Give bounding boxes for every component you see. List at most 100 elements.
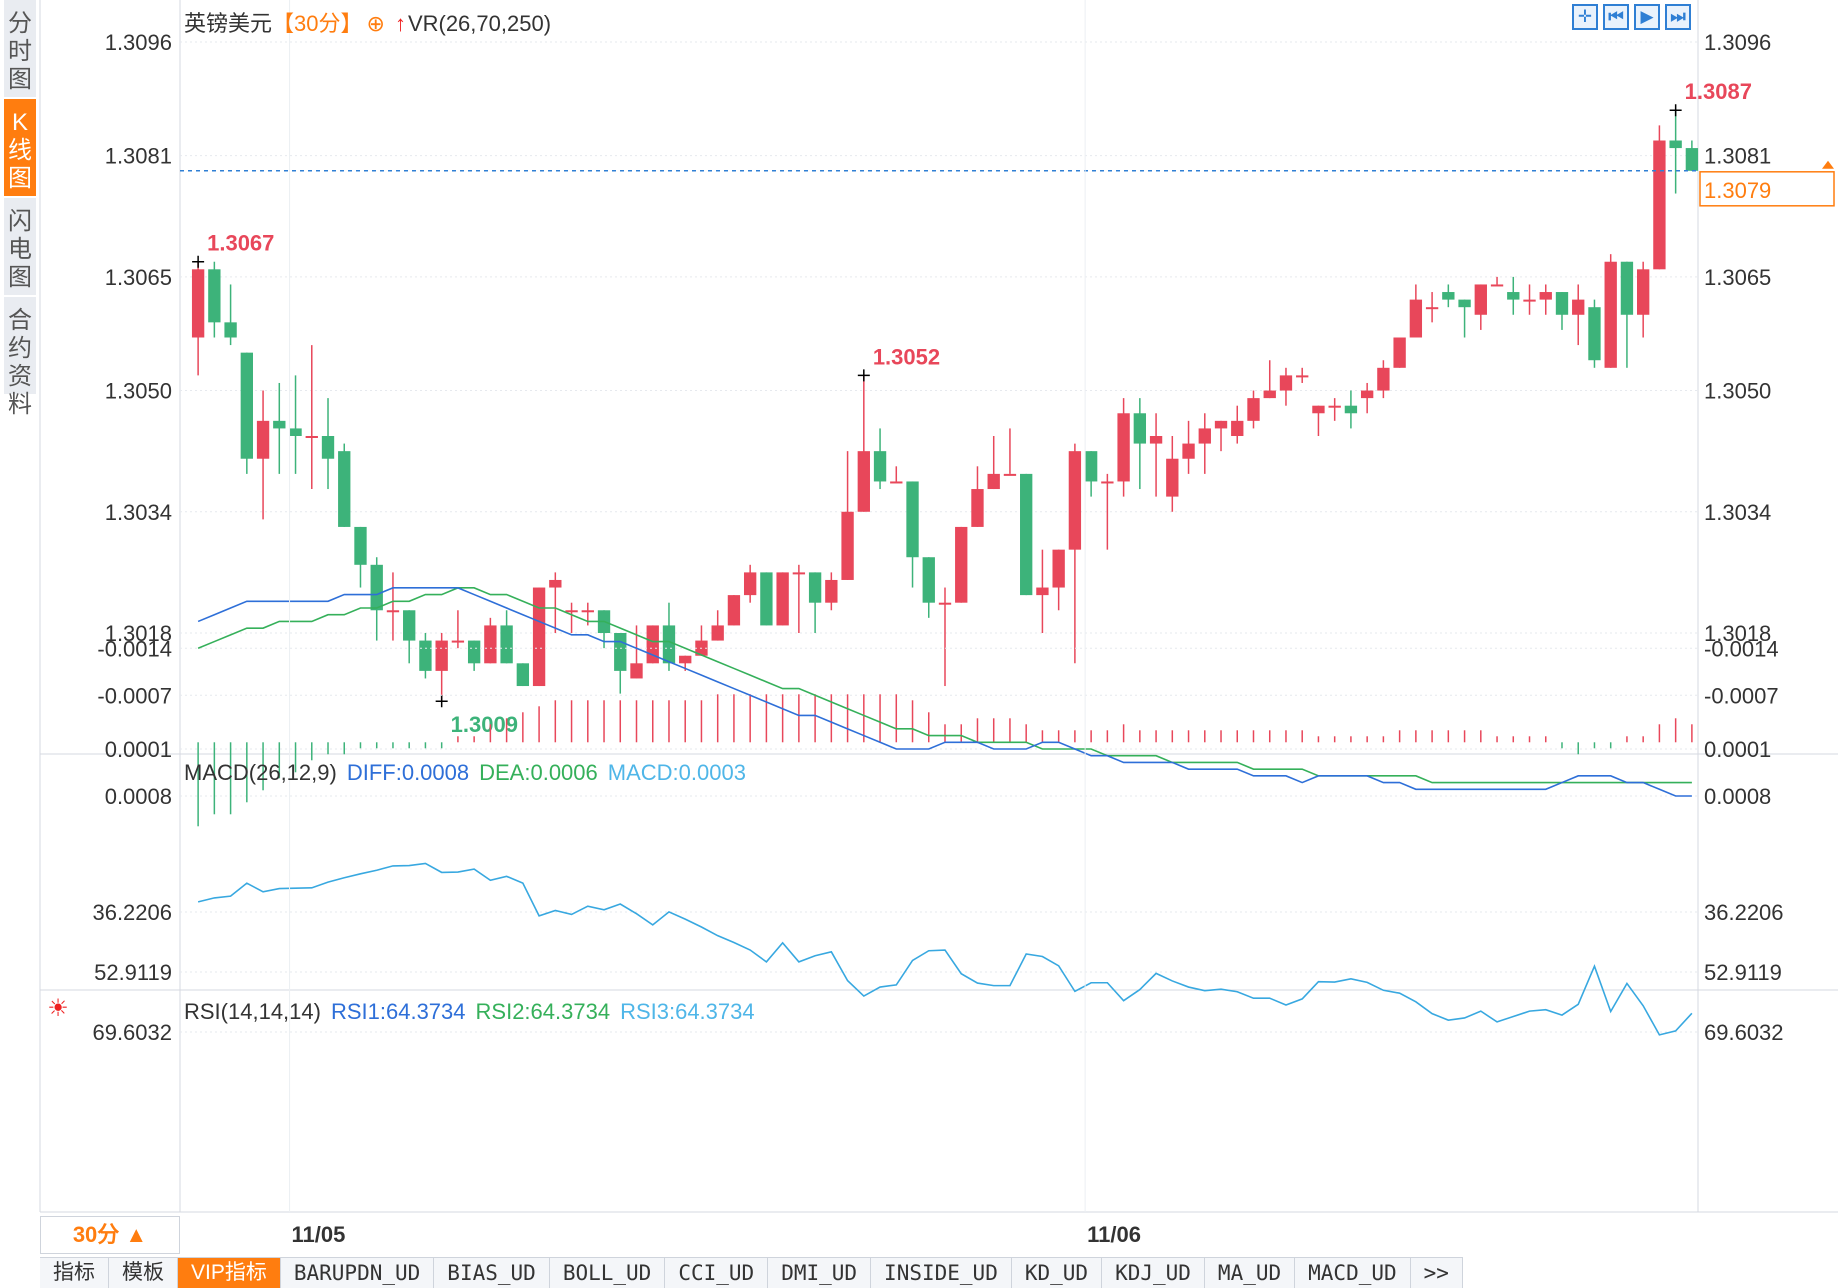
candle-body xyxy=(192,269,204,337)
candle-body xyxy=(403,610,415,640)
rsi3-label: RSI3:64.3734 xyxy=(620,999,755,1024)
candle-body xyxy=(452,641,464,643)
candle-body xyxy=(728,595,740,625)
candle-body xyxy=(1572,300,1584,315)
add-indicator-icon[interactable]: ⊕ xyxy=(367,11,385,36)
candle-body xyxy=(419,641,431,671)
candle-body xyxy=(1134,413,1146,443)
indicator-tab-dmi-ud[interactable]: DMI_UD xyxy=(768,1258,871,1288)
candle-body xyxy=(841,512,853,580)
indicator-tab-barupdn-ud[interactable]: BARUPDN_UD xyxy=(281,1258,434,1288)
macd-diff-label: DIFF:0.0008 xyxy=(347,760,469,785)
rsi-axis-label-right: 52.9119 xyxy=(1704,960,1782,985)
period-selector[interactable]: 30分 ▲ xyxy=(40,1216,180,1254)
macd-axis-label-right: 0.0001 xyxy=(1704,737,1771,762)
candle-body xyxy=(533,588,545,687)
candle-body xyxy=(906,481,918,557)
extreme-marker xyxy=(436,695,448,707)
indicator-tab-ma-ud[interactable]: MA_UD xyxy=(1205,1258,1295,1288)
candle-body xyxy=(1393,338,1405,368)
candle-body xyxy=(1377,368,1389,391)
candle-body xyxy=(273,421,285,429)
candle-body xyxy=(1329,406,1341,408)
indicator-tab--[interactable]: >> xyxy=(1411,1258,1463,1288)
candle-body xyxy=(1101,481,1113,483)
candle-body xyxy=(1150,436,1162,444)
arrow-up-icon: ↑ xyxy=(395,11,406,36)
candle-body xyxy=(1605,262,1617,368)
macd-dea-label: DEA:0.0006 xyxy=(479,760,598,785)
candle-body xyxy=(1199,428,1211,443)
candle-body xyxy=(793,572,805,574)
crosshair-icon[interactable]: ✛ xyxy=(1572,4,1598,30)
indicator-tab-vip-[interactable]: VIP指标 xyxy=(178,1258,281,1288)
rsi-axis-label-left: 52.9119 xyxy=(94,960,172,985)
candle-body xyxy=(387,610,399,612)
extreme-marker xyxy=(858,369,870,381)
candle-body xyxy=(468,641,480,664)
indicator-tab-bias-ud[interactable]: BIAS_UD xyxy=(434,1258,550,1288)
candle-body xyxy=(1556,292,1568,315)
candle-body xyxy=(1669,141,1681,149)
macd-legend: MACD(26,12,9) DIFF:0.0008 DEA:0.0006 MACD:0… xyxy=(184,760,756,786)
candle-body xyxy=(322,436,334,459)
price-axis-label-left: 1.3034 xyxy=(105,500,172,525)
indicator-tab-cci-ud[interactable]: CCI_UD xyxy=(665,1258,768,1288)
current-price-arrow-icon xyxy=(1822,161,1834,169)
candle-body xyxy=(1004,474,1016,476)
candle-body xyxy=(1442,292,1454,300)
rsi1-label: RSI1:64.3734 xyxy=(331,999,466,1024)
macd-axis-label-left: 0.0001 xyxy=(105,737,172,762)
candle-body xyxy=(1426,307,1438,309)
candle-body xyxy=(1491,284,1503,286)
symbol-name: 英镑美元 xyxy=(184,11,272,36)
candle-body xyxy=(224,322,236,337)
candle-body xyxy=(306,436,318,438)
candle-body xyxy=(663,625,675,663)
candle-body xyxy=(630,663,642,678)
candle-body xyxy=(354,527,366,565)
candle-body xyxy=(1458,300,1470,308)
candle-body xyxy=(744,572,756,595)
candle-body xyxy=(565,610,577,612)
price-axis-label-right: 1.3034 xyxy=(1704,500,1771,525)
indicator-tab-kd-ud[interactable]: KD_UD xyxy=(1012,1258,1102,1288)
price-axis-label-left: 1.3096 xyxy=(105,30,172,55)
candle-body xyxy=(809,572,821,602)
candle-body xyxy=(1296,375,1308,377)
candle-body xyxy=(1637,269,1649,314)
candle-body xyxy=(1312,406,1324,414)
candle-body xyxy=(874,451,886,481)
step-forward-icon[interactable]: ⏭ xyxy=(1665,4,1691,30)
time-axis-label: 11/06 xyxy=(1087,1222,1141,1247)
time-axis-label: 11/05 xyxy=(292,1222,346,1247)
play-icon[interactable]: ▶ xyxy=(1634,4,1660,30)
period-tag: 【30分】 xyxy=(272,11,362,36)
indicator-tab-inside-ud[interactable]: INSIDE_UD xyxy=(871,1258,1012,1288)
candle-body xyxy=(1523,300,1535,302)
indicator-tab-boll-ud[interactable]: BOLL_UD xyxy=(550,1258,666,1288)
price-legend: 英镑美元【30分】 ⊕ ↑VR(26,70,250) xyxy=(184,6,561,38)
candle-body xyxy=(1182,444,1194,459)
macd-axis-label-left: -0.0007 xyxy=(97,683,172,708)
candle-body xyxy=(679,656,691,664)
price-axis-label-left: 1.3050 xyxy=(105,379,172,404)
candle-body xyxy=(1117,413,1129,481)
indicator-tab--[interactable]: 模板 xyxy=(109,1258,178,1288)
settings-icon[interactable]: ☀ xyxy=(44,995,72,1023)
step-back-icon[interactable]: ⏮ xyxy=(1603,4,1629,30)
indicator-tab--[interactable]: 指标 xyxy=(40,1258,109,1288)
rsi-axis-label-right: 36.2206 xyxy=(1704,900,1784,925)
macd-value-label: MACD:0.0003 xyxy=(608,760,746,785)
candle-body xyxy=(517,663,529,686)
indicator-tab-kdj-ud[interactable]: KDJ_UD xyxy=(1102,1258,1205,1288)
candle-body xyxy=(208,269,220,322)
rsi-axis-label-left: 69.6032 xyxy=(92,1020,172,1045)
indicator-tab-macd-ud[interactable]: MACD_UD xyxy=(1295,1258,1411,1288)
candle-body xyxy=(1247,398,1259,421)
rsi-axis-label-left: 36.2206 xyxy=(92,900,172,925)
candle-body xyxy=(1507,292,1519,300)
rsi-title: RSI(14,14,14) xyxy=(184,999,321,1024)
candle-body xyxy=(1345,406,1357,414)
